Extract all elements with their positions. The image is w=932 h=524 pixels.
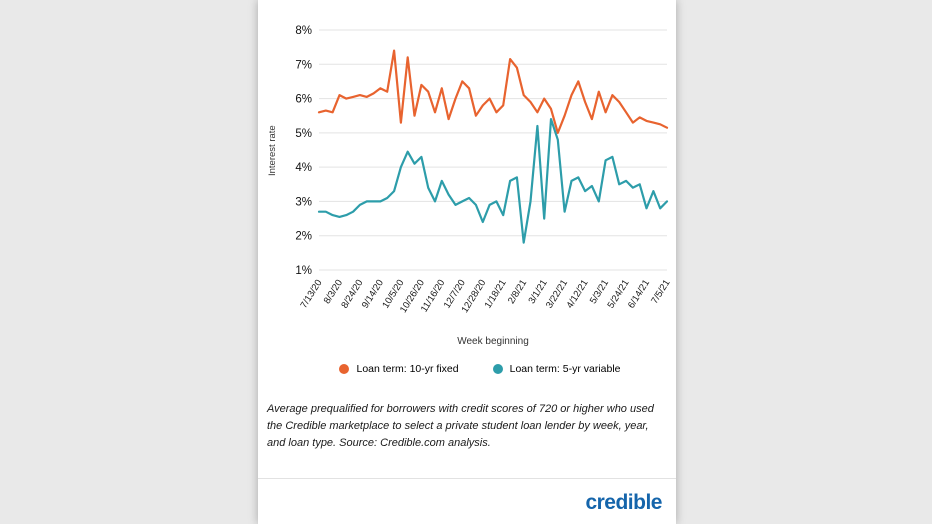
legend-dot-variable-icon	[492, 364, 503, 374]
y-tick-label: 6%	[295, 94, 312, 106]
series-line-0	[317, 49, 669, 135]
footnote-text: Average prequalified for borrowers with …	[267, 403, 654, 450]
line-chart: 1%2%3%4%5%6%7%8%7/13/208/3/208/24/209/14…	[295, 25, 672, 315]
credible-logo: credible	[585, 491, 662, 515]
y-tick-label: 5%	[295, 128, 312, 140]
brand-row: credible	[258, 479, 676, 515]
chart-card: Interest rate 1% 2% 3% 4% 5% 6% 7% 8% 7/13/20 8/3…	[258, 0, 676, 524]
y-tick-label: 4%	[295, 162, 312, 174]
legend-dot-fixed-icon	[339, 364, 350, 374]
y-axis-title: Interest rate	[267, 125, 278, 177]
y-tick-label: 8%	[295, 25, 312, 37]
legend-label-fixed: Loan term: 10-yr fixed	[356, 363, 459, 375]
chart-area: Interest rate 1% 2% 3% 4% 5% 6% 7% 8% 7/13/20 8/3…	[258, 0, 676, 330]
y-tick-label: 3%	[295, 196, 312, 208]
y-tick-label: 1%	[295, 265, 312, 277]
legend-item-variable: Loan term: 5-yr variable	[492, 363, 621, 375]
y-tick-label: 2%	[295, 231, 312, 243]
legend: Loan term: 10-yr fixed Loan term: 5-yr v…	[258, 363, 676, 375]
x-tick-label: 2/8/21	[506, 278, 529, 306]
y-tick-label: 7%	[295, 59, 312, 71]
legend-item-fixed: Loan term: 10-yr fixed	[339, 363, 459, 375]
x-axis-title: Week beginning	[457, 336, 529, 347]
legend-label-variable: Loan term: 5-yr variable	[509, 363, 621, 375]
series-line-1	[317, 117, 669, 244]
divider	[258, 478, 676, 480]
x-tick-label: 7/5/21	[649, 278, 672, 306]
x-tick-label: 7/13/20	[298, 278, 324, 311]
